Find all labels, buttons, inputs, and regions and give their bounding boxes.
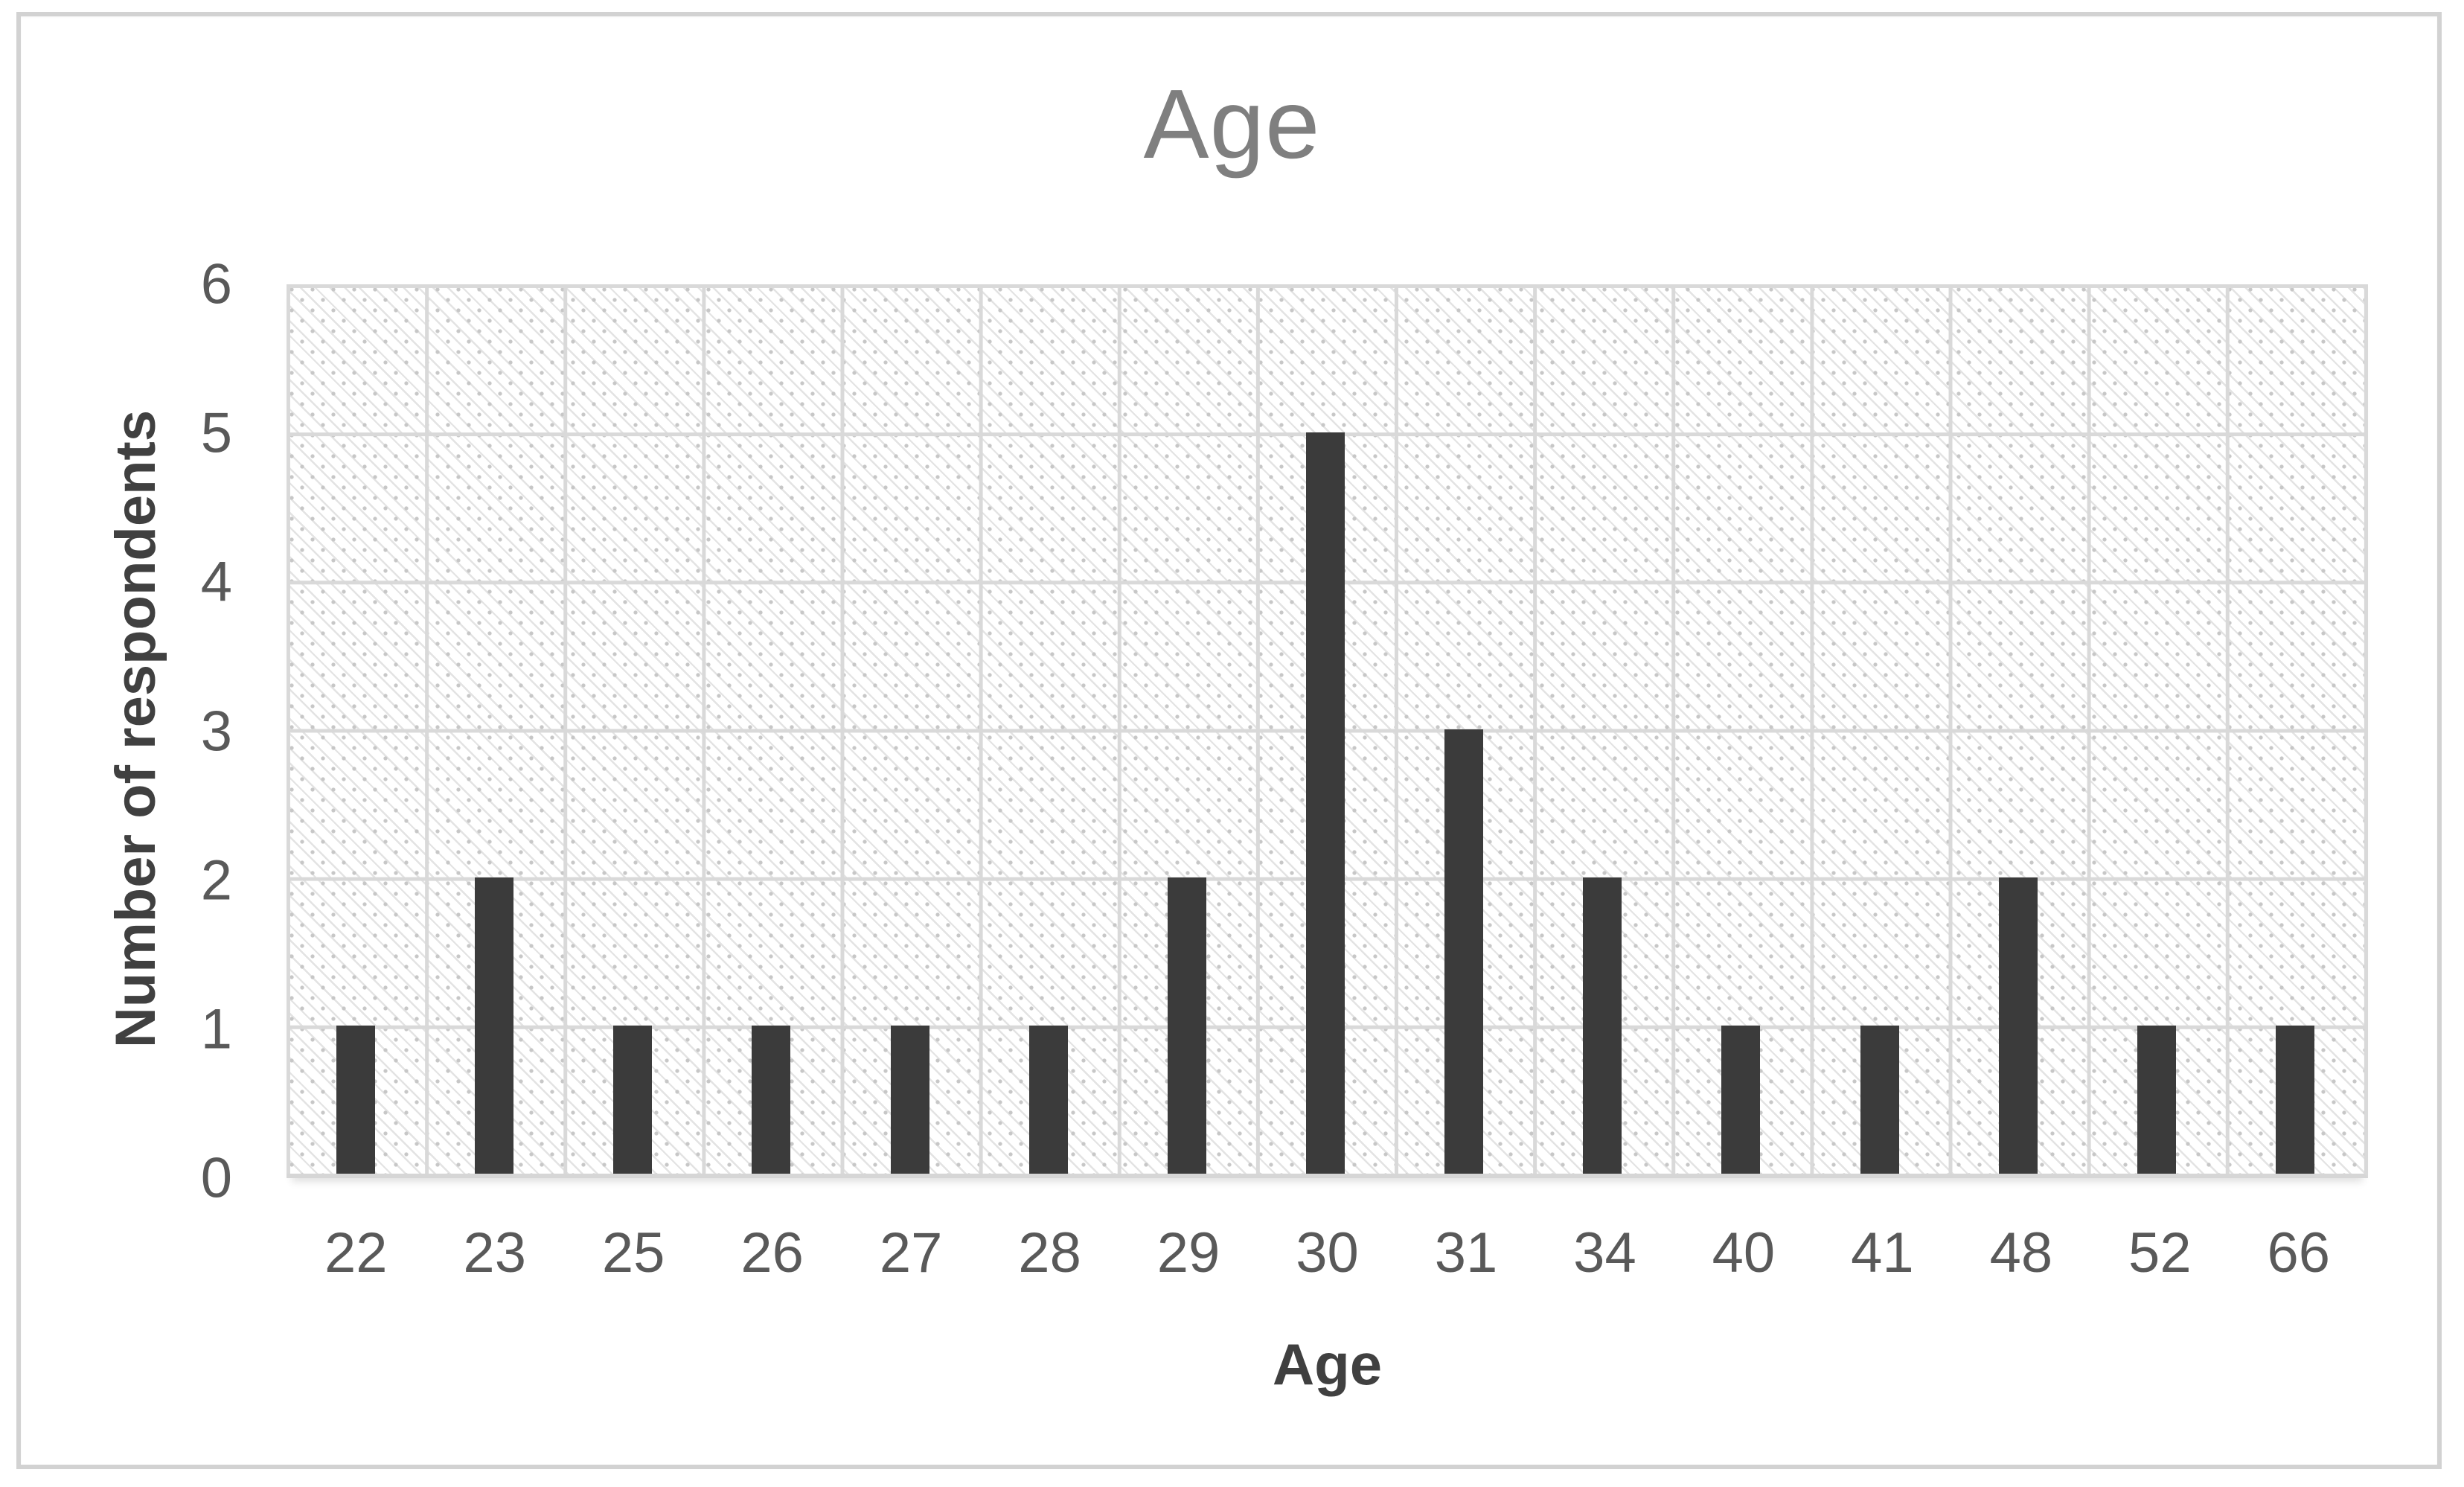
- bar: [752, 1025, 791, 1174]
- x-tick-label: 27: [879, 1221, 943, 1285]
- x-axis-tick-labels: 22 23 25 26 27 28 29 30 31 34 40 41 48 52 66: [287, 1221, 2368, 1285]
- x-tick-label: 41: [1851, 1221, 1914, 1285]
- bar: [1860, 1025, 1899, 1174]
- x-tick-label: 23: [463, 1221, 526, 1285]
- x-tick-label: 48: [1989, 1221, 2053, 1285]
- bar-column-48: [1949, 284, 2087, 1174]
- x-tick-label: 25: [601, 1221, 665, 1285]
- chart-title: Age: [1143, 69, 1321, 179]
- bar-column-22: [287, 284, 425, 1174]
- bar-column-28: [979, 284, 1118, 1174]
- bar: [475, 877, 514, 1174]
- plot-area: [287, 284, 2368, 1178]
- x-axis-title: Age: [1272, 1331, 1383, 1397]
- y-tick-label: 6: [200, 252, 232, 316]
- bar: [1583, 877, 1622, 1174]
- bar-series: [287, 284, 2364, 1174]
- bar-column-27: [841, 284, 979, 1174]
- y-tick-label: 3: [200, 700, 232, 763]
- bar: [1721, 1025, 1761, 1174]
- bar: [2137, 1025, 2176, 1174]
- bar-column-30: [1256, 284, 1395, 1174]
- bar: [890, 1025, 929, 1174]
- x-tick-label: 52: [2128, 1221, 2192, 1285]
- figure-border: [16, 12, 2442, 1469]
- x-tick-label: 29: [1156, 1221, 1220, 1285]
- bar-column-40: [1671, 284, 1810, 1174]
- bar-column-29: [1118, 284, 1256, 1174]
- y-tick-label: 1: [200, 997, 232, 1061]
- bar: [2276, 1025, 2315, 1174]
- bar-column-26: [702, 284, 840, 1174]
- bar: [1306, 432, 1345, 1174]
- bar-column-34: [1533, 284, 1671, 1174]
- y-tick-label: 0: [200, 1146, 232, 1210]
- bar-column-25: [563, 284, 702, 1174]
- y-tick-label: 5: [200, 401, 232, 465]
- bar-column-66: [2226, 284, 2364, 1174]
- bar: [1028, 1025, 1068, 1174]
- bar: [1444, 729, 1484, 1174]
- bar: [336, 1025, 376, 1174]
- x-tick-label: 30: [1296, 1221, 1359, 1285]
- x-tick-label: 66: [2267, 1221, 2331, 1285]
- bar-column-23: [425, 284, 563, 1174]
- bar-column-41: [1811, 284, 1949, 1174]
- x-tick-label: 31: [1434, 1221, 1498, 1285]
- x-tick-label: 34: [1573, 1221, 1636, 1285]
- y-axis-tick-labels: 0 1 2 3 4 5 6: [0, 253, 253, 1210]
- bar-column-52: [2087, 284, 2226, 1174]
- bar: [1167, 877, 1206, 1174]
- x-tick-label: 28: [1018, 1221, 1081, 1285]
- y-tick-label: 2: [200, 848, 232, 912]
- x-tick-label: 26: [740, 1221, 804, 1285]
- bar-column-31: [1395, 284, 1533, 1174]
- bar: [1998, 877, 2038, 1174]
- bar: [613, 1025, 653, 1174]
- y-tick-label: 4: [200, 550, 232, 614]
- x-tick-label: 40: [1712, 1221, 1776, 1285]
- x-tick-label: 22: [324, 1221, 388, 1285]
